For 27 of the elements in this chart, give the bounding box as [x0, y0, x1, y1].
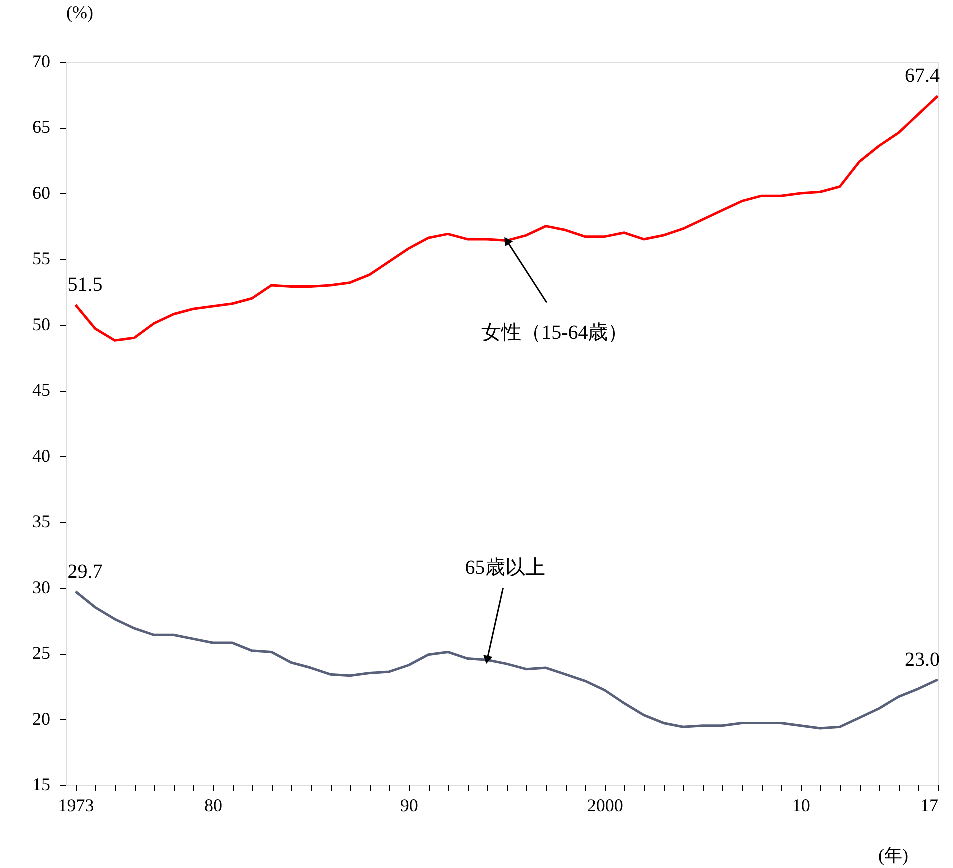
y-tick-label: 20: [32, 708, 50, 729]
x-tick-label: 90: [400, 796, 418, 816]
x-axis-title: (年): [878, 846, 908, 866]
y-tick-label: 45: [32, 380, 50, 400]
y-tick-label: 65: [32, 117, 50, 138]
x-tick-label: 10: [792, 796, 810, 816]
y-tick-label: 50: [32, 314, 50, 334]
data-label: 51.5: [68, 274, 103, 296]
y-tick-label: 35: [32, 512, 50, 532]
y-tick-label: 15: [32, 774, 50, 794]
text: 女性（15-64歳）: [482, 322, 628, 344]
x-tick-label: 2000: [587, 796, 624, 816]
data-label: 23.0: [905, 648, 940, 671]
x-tick-label: 17: [920, 796, 938, 816]
data-label: 67.4: [905, 65, 940, 88]
data-label: 29.7: [68, 560, 103, 583]
line-series: [74, 590, 940, 730]
y-axis-title: (%): [66, 2, 94, 22]
y-tick-label: 40: [32, 446, 50, 466]
y-tick-label: 30: [32, 577, 50, 598]
text: 65歳以上: [465, 557, 546, 580]
y-tick-label: 70: [32, 52, 50, 72]
y-tick-label: 25: [32, 643, 50, 664]
y-tick-label: 60: [32, 182, 50, 203]
y-tick-label: 55: [32, 248, 50, 269]
x-tick-label: 80: [204, 796, 222, 816]
x-tick-label: 1973: [58, 796, 94, 816]
